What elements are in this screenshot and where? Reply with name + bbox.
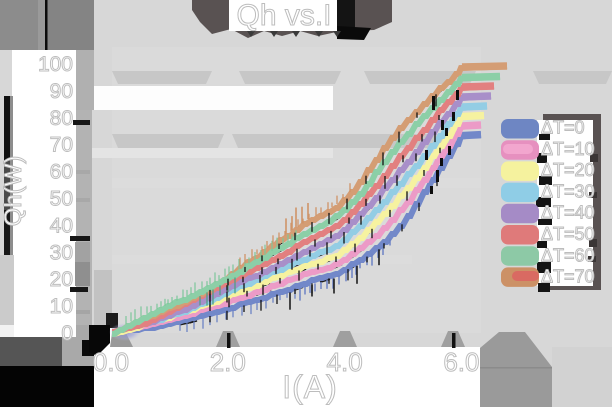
- svg-text:Qh vs.I: Qh vs.I: [236, 0, 331, 32]
- svg-text:ΔT=10: ΔT=10: [541, 139, 595, 159]
- svg-text:10: 10: [50, 295, 73, 318]
- svg-text:40: 40: [50, 214, 73, 237]
- svg-text:ΔT=30: ΔT=30: [541, 181, 595, 201]
- svg-text:80: 80: [50, 107, 73, 130]
- svg-text:100: 100: [38, 53, 73, 76]
- svg-text:ΔT=70: ΔT=70: [541, 267, 595, 287]
- svg-text:50: 50: [50, 188, 73, 211]
- svg-text:ΔT=40: ΔT=40: [541, 203, 595, 223]
- svg-text:I(A): I(A): [282, 369, 338, 405]
- svg-text:0: 0: [61, 322, 73, 345]
- svg-text:Qh(W): Qh(W): [0, 156, 27, 227]
- svg-text:ΔT=20: ΔT=20: [541, 160, 595, 180]
- svg-text:90: 90: [50, 80, 73, 103]
- svg-text:0.0: 0.0: [93, 347, 129, 377]
- svg-text:ΔT=60: ΔT=60: [541, 245, 595, 265]
- svg-text:ΔT=0: ΔT=0: [541, 118, 585, 138]
- svg-text:2.0: 2.0: [210, 347, 246, 377]
- svg-text:ΔT=50: ΔT=50: [541, 224, 595, 244]
- svg-text:60: 60: [50, 161, 73, 184]
- svg-text:30: 30: [50, 241, 73, 264]
- svg-text:20: 20: [50, 268, 73, 291]
- svg-text:6.0: 6.0: [443, 347, 479, 377]
- svg-text:4.0: 4.0: [327, 347, 363, 377]
- svg-text:70: 70: [50, 134, 73, 157]
